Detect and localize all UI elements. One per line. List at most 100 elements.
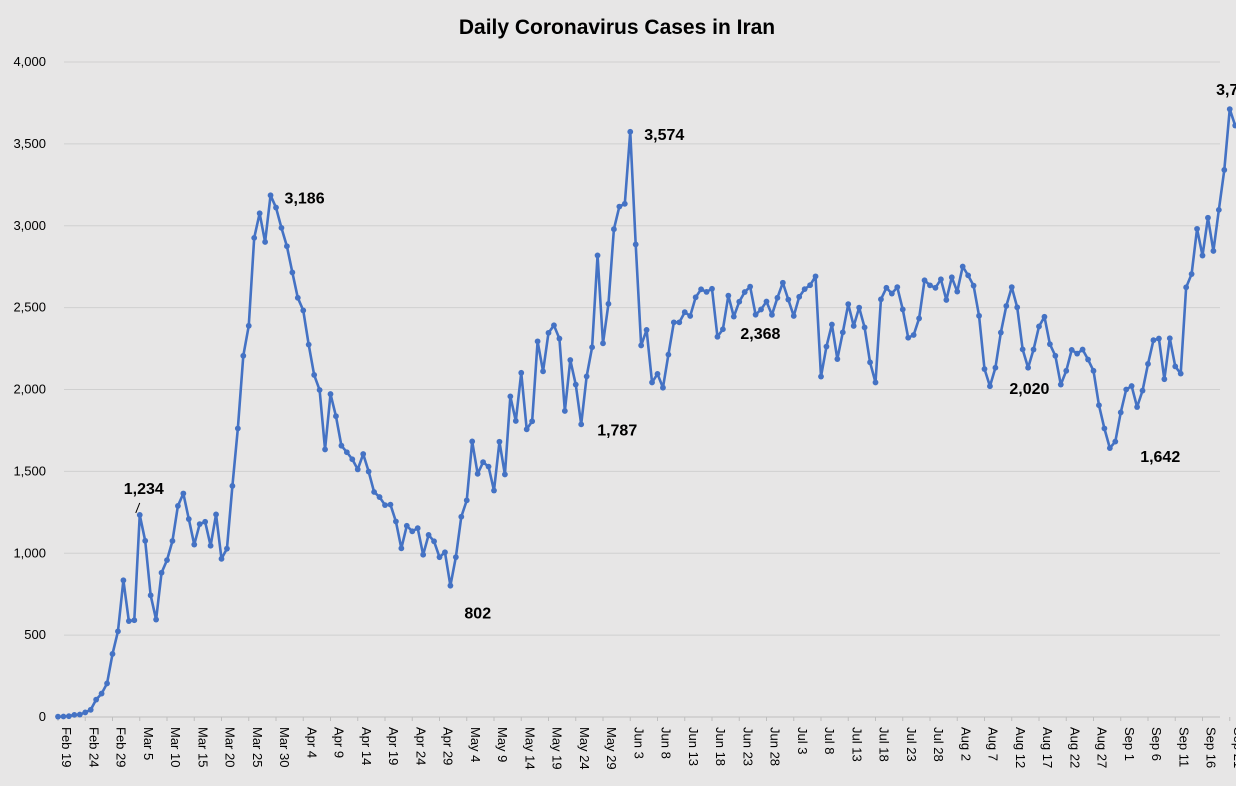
data-point xyxy=(856,304,863,311)
data-point xyxy=(747,283,754,290)
data-point xyxy=(1139,387,1146,394)
data-point xyxy=(796,293,803,300)
data-point xyxy=(594,252,601,259)
data-point xyxy=(278,224,285,231)
chart-title: Daily Coronavirus Cases in Iran xyxy=(459,16,775,39)
data-point xyxy=(529,418,536,425)
x-tick-label: Jun 28 xyxy=(768,727,783,766)
data-point xyxy=(164,557,170,564)
data-point xyxy=(414,525,421,532)
data-point xyxy=(382,502,388,509)
data-point xyxy=(289,269,296,276)
x-tick-label: Jul 13 xyxy=(849,727,864,762)
data-point xyxy=(916,315,922,322)
data-point xyxy=(867,359,873,366)
data-point xyxy=(333,413,339,420)
y-tick-label: 1,000 xyxy=(13,545,46,560)
x-tick-label: Jun 13 xyxy=(686,727,701,766)
x-tick-label: May 4 xyxy=(468,727,483,762)
data-point xyxy=(240,352,247,359)
data-point xyxy=(627,128,634,135)
x-tick-label: Aug 17 xyxy=(1040,727,1055,768)
x-tick-label: Sep 16 xyxy=(1204,727,1219,768)
x-tick-label: Mar 20 xyxy=(223,727,238,767)
data-point xyxy=(938,276,944,283)
y-tick-label: 1,500 xyxy=(13,463,46,478)
data-point xyxy=(861,324,868,331)
data-point xyxy=(970,282,977,289)
data-point xyxy=(398,545,405,552)
data-point xyxy=(1134,404,1140,410)
data-point xyxy=(518,369,525,376)
x-tick-label: May 19 xyxy=(550,727,565,770)
data-point xyxy=(452,554,459,561)
data-point xyxy=(605,300,612,307)
data-point xyxy=(1068,346,1075,353)
x-tick-label: Feb 24 xyxy=(86,727,101,767)
data-point xyxy=(409,528,416,535)
data-point xyxy=(921,277,928,284)
x-tick-label: Aug 2 xyxy=(958,727,973,761)
y-tick-label: 2,500 xyxy=(13,300,46,315)
data-point xyxy=(196,521,203,528)
data-point xyxy=(474,470,481,477)
data-point xyxy=(1117,409,1124,416)
data-point xyxy=(305,341,312,348)
data-point xyxy=(583,373,590,380)
data-point xyxy=(943,297,950,303)
data-point xyxy=(136,512,143,518)
data-point xyxy=(883,284,890,291)
x-tick-label: Sep 11 xyxy=(1176,727,1191,767)
data-point xyxy=(365,468,372,475)
data-point xyxy=(987,383,993,390)
annotation-label: 1,787 xyxy=(597,422,637,439)
data-point xyxy=(262,239,268,245)
data-point xyxy=(300,307,307,314)
data-point xyxy=(420,551,427,558)
data-point xyxy=(349,456,356,463)
x-tick-label: Apr 24 xyxy=(413,727,428,765)
annotation-leader xyxy=(135,502,141,514)
data-point xyxy=(551,322,557,329)
x-tick-label: May 14 xyxy=(522,727,537,770)
data-point xyxy=(899,306,906,313)
x-tick-label: Aug 22 xyxy=(1067,727,1082,768)
data-point xyxy=(976,312,982,319)
data-point xyxy=(954,288,961,295)
annotation-label: 1,642 xyxy=(1140,449,1180,466)
data-point xyxy=(567,357,574,363)
x-axis-ticks: Feb 19 Feb 24 Feb 29 Mar 5 Mar 10 Mar 15 Mar 2… xyxy=(57,717,1236,770)
data-point xyxy=(763,298,770,305)
annotations: 1,234 3,186 802 1,787 3,574 2,368 2,020 1,642 3,… xyxy=(124,82,1236,623)
data-point xyxy=(758,306,764,313)
data-point xyxy=(104,680,110,687)
data-point xyxy=(354,466,361,473)
data-point xyxy=(147,592,154,599)
data-point xyxy=(71,711,78,718)
data-point xyxy=(224,545,230,552)
data-point xyxy=(774,294,781,301)
data-point xyxy=(1063,367,1070,374)
data-point xyxy=(1123,386,1130,393)
data-point xyxy=(638,342,645,349)
data-point xyxy=(670,319,677,326)
data-point xyxy=(725,292,732,299)
data-point xyxy=(463,497,470,504)
data-point xyxy=(1183,284,1190,291)
x-tick-label: Jul 8 xyxy=(822,727,837,754)
data-point xyxy=(632,241,639,248)
y-axis-ticks: 0 500 1,000 1,500 2,000 2,500 3,000 3,500 4,000 xyxy=(13,54,46,724)
data-point xyxy=(1112,438,1119,445)
data-point xyxy=(1226,106,1233,113)
data-point xyxy=(87,706,94,713)
x-tick-label: Mar 25 xyxy=(250,727,265,767)
data-point xyxy=(769,311,775,318)
data-point xyxy=(523,426,530,433)
data-point xyxy=(709,285,715,292)
data-point xyxy=(491,487,497,494)
data-point xyxy=(981,366,988,372)
data-point xyxy=(327,391,334,397)
data-point xyxy=(207,542,214,549)
data-point xyxy=(578,421,585,428)
